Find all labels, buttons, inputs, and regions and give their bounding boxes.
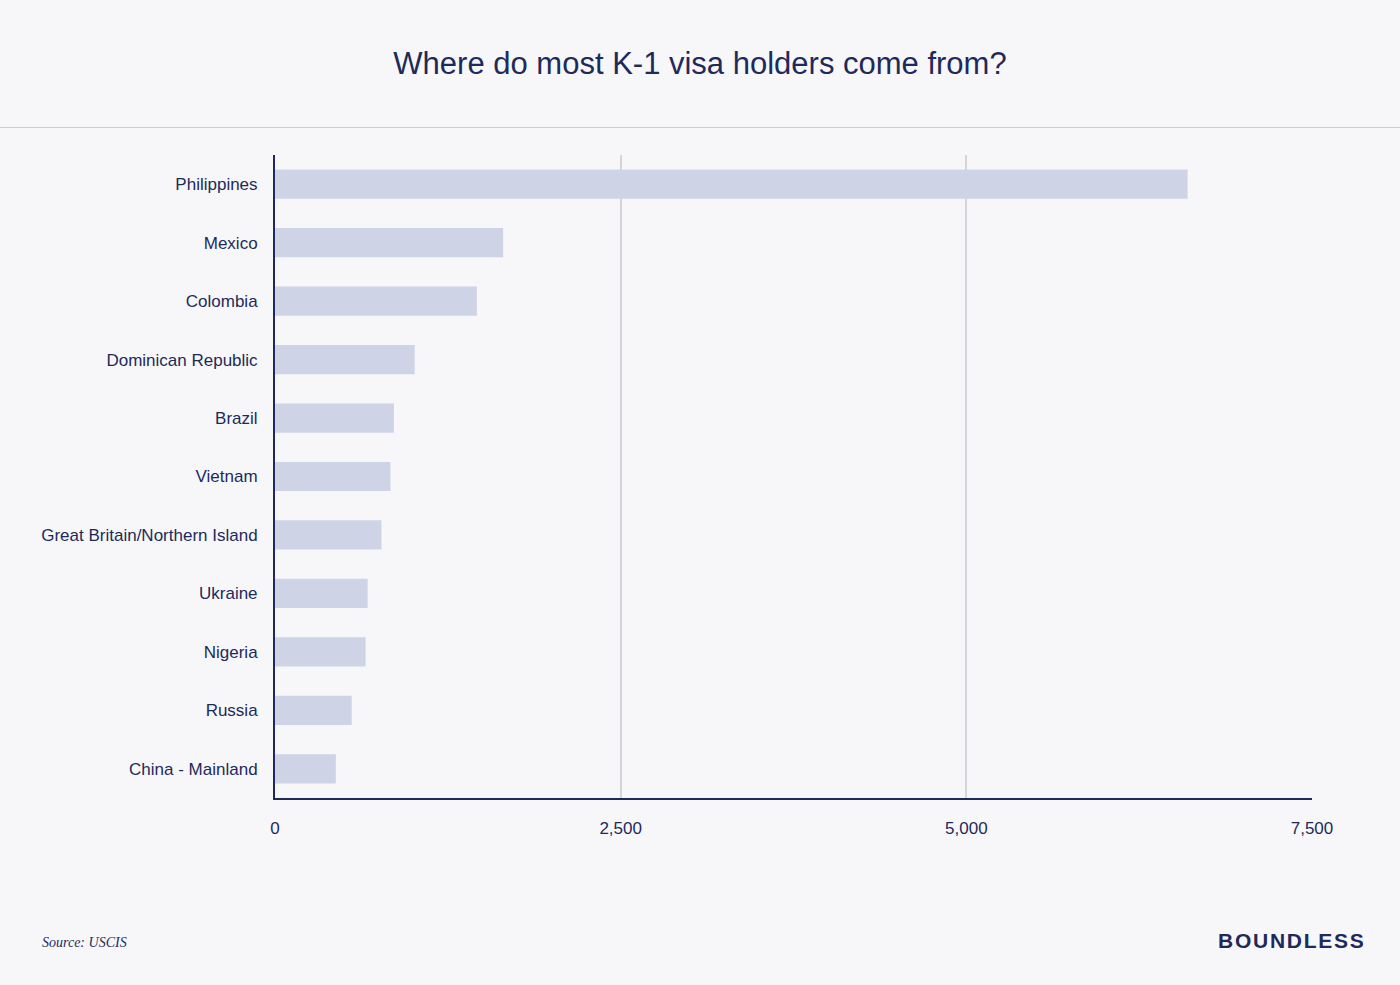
svg-text:Vietnam: Vietnam <box>196 467 258 486</box>
svg-text:Great Britain/Northern Island: Great Britain/Northern Island <box>41 526 257 545</box>
svg-text:Ukraine: Ukraine <box>199 584 258 603</box>
svg-text:Russia: Russia <box>206 701 259 720</box>
svg-text:China - Mainland: China - Mainland <box>129 760 258 779</box>
svg-text:2,500: 2,500 <box>599 819 642 838</box>
svg-text:B O U N D L E S S: B O U N D L E S S <box>1218 929 1364 952</box>
svg-text:Brazil: Brazil <box>215 409 258 428</box>
svg-text:Colombia: Colombia <box>186 292 258 311</box>
svg-text:Where do most K-1 visa holders: Where do most K-1 visa holders come from… <box>393 46 1006 81</box>
svg-text:Nigeria: Nigeria <box>204 643 258 662</box>
svg-text:5,000: 5,000 <box>945 819 988 838</box>
svg-text:Philippines: Philippines <box>175 175 257 194</box>
svg-text:Dominican Republic: Dominican Republic <box>106 351 258 370</box>
svg-text:7,500: 7,500 <box>1291 819 1334 838</box>
svg-text:0: 0 <box>270 819 279 838</box>
svg-text:Source: USCIS: Source: USCIS <box>42 935 127 950</box>
svg-text:Mexico: Mexico <box>204 234 258 253</box>
